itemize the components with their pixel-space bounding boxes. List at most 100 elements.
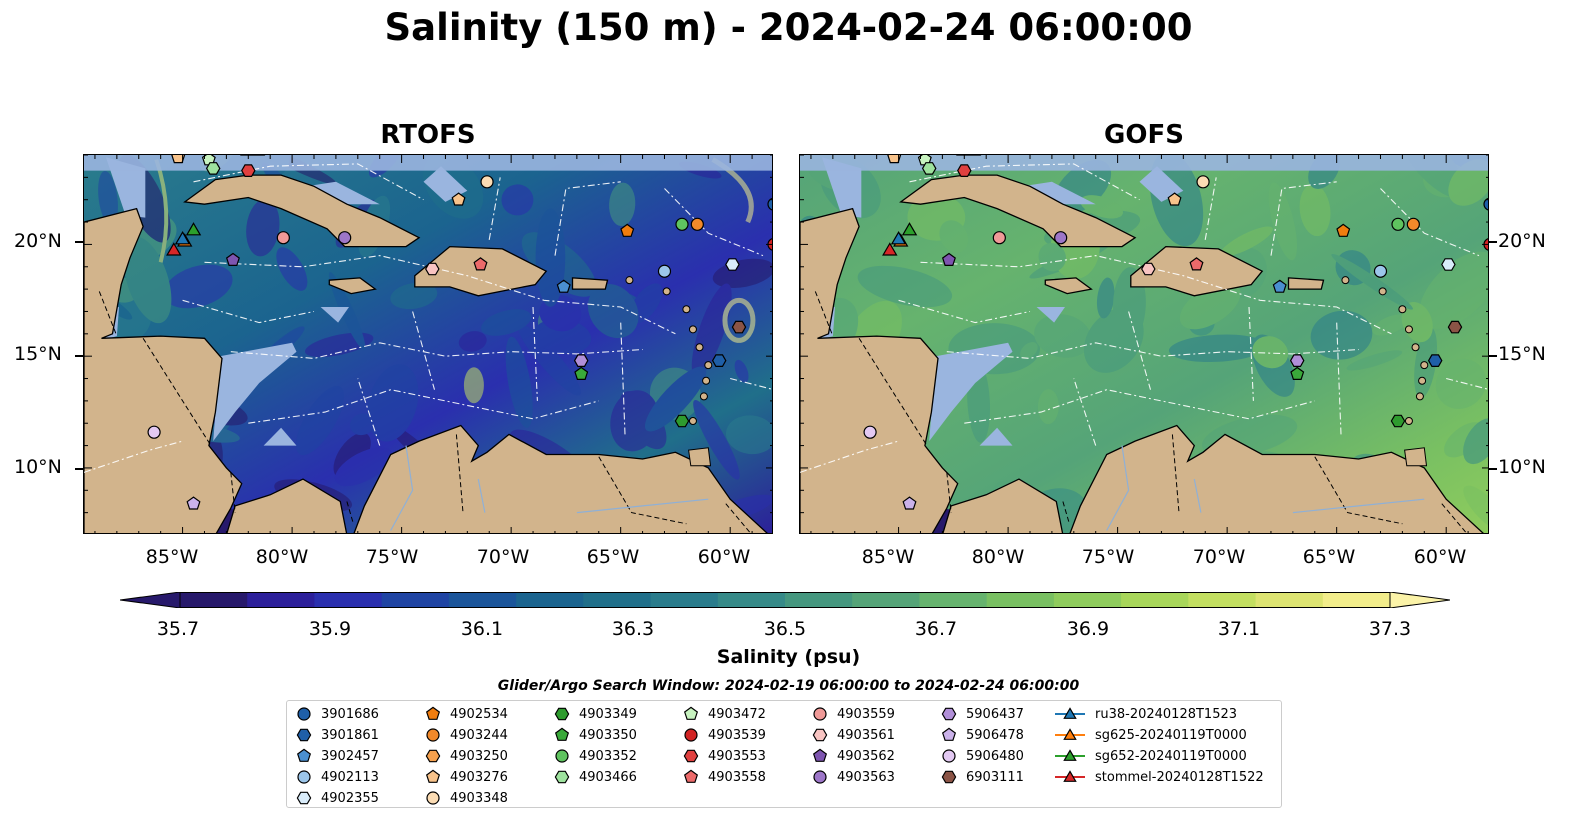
legend-marker[interactable]: [1063, 728, 1077, 740]
legend-item: 5906480: [940, 746, 1024, 766]
glider-stommel-20240128T1522[interactable]: [166, 242, 182, 256]
float-4903563[interactable]: [338, 231, 352, 245]
float-4903244[interactable]: [1406, 217, 1420, 231]
glider-sg652-20240119T0000[interactable]: [185, 222, 202, 236]
float-4903244[interactable]: [690, 217, 704, 231]
lat-tick: [1489, 241, 1497, 243]
legend-marker[interactable]: [297, 707, 311, 721]
legend-marker[interactable]: [426, 728, 440, 742]
float-4903349[interactable]: [674, 414, 690, 428]
float-5906480[interactable]: [863, 425, 877, 439]
float-4903349[interactable]: [1390, 414, 1406, 428]
float-4903562[interactable]: [225, 252, 240, 267]
legend-marker[interactable]: [683, 706, 699, 720]
float-4903561[interactable]: [425, 262, 440, 276]
gofs-map[interactable]: [799, 154, 1489, 534]
float-4903558[interactable]: [1189, 257, 1204, 271]
float-4903561[interactable]: [1141, 262, 1156, 276]
legend-marker-icon: [554, 770, 570, 784]
legend-marker[interactable]: [426, 791, 440, 805]
float-5906478[interactable]: [902, 496, 917, 510]
float-4902534[interactable]: [1336, 223, 1351, 237]
legend-marker-icon: [425, 706, 441, 720]
legend-marker[interactable]: [555, 749, 569, 763]
legend-marker[interactable]: [941, 727, 957, 741]
legend-marker[interactable]: [812, 728, 828, 742]
legend-marker[interactable]: [941, 707, 957, 721]
legend-marker[interactable]: [683, 769, 699, 783]
legend-marker[interactable]: [941, 770, 957, 784]
float-4902355[interactable]: [725, 258, 740, 271]
argo-float-markers: [147, 155, 773, 510]
float-4903466[interactable]: [921, 162, 937, 175]
float-5906437[interactable]: [573, 354, 589, 367]
legend-marker[interactable]: [425, 749, 441, 763]
glider-ru38-20240128T1523[interactable]: [890, 230, 907, 245]
float-4903352[interactable]: [1391, 217, 1405, 231]
float-3901686[interactable]: [1483, 197, 1489, 211]
float-4903348[interactable]: [1196, 175, 1210, 189]
float-4902113[interactable]: [1373, 264, 1388, 278]
float-4903553[interactable]: [957, 164, 972, 177]
float-4903276[interactable]: [171, 155, 186, 164]
float-6903111[interactable]: [731, 320, 747, 334]
float-4903348[interactable]: [480, 175, 494, 189]
legend-marker[interactable]: [1063, 749, 1077, 761]
float-4903350[interactable]: [1290, 366, 1305, 380]
legend-marker[interactable]: [942, 749, 956, 763]
legend-marker[interactable]: [554, 707, 570, 721]
legend-label: 3902457: [321, 748, 379, 764]
float-4903558[interactable]: [473, 257, 488, 271]
float-5906437[interactable]: [1289, 354, 1305, 367]
legend-marker[interactable]: [683, 749, 699, 763]
float-4903276[interactable]: [887, 155, 902, 164]
float-4903276[interactable]: [451, 192, 466, 206]
legend-marker[interactable]: [1063, 770, 1077, 782]
legend-marker[interactable]: [813, 707, 827, 721]
legend-marker[interactable]: [297, 770, 311, 784]
float-4903350[interactable]: [574, 366, 589, 380]
glider-sg652-20240119T0000[interactable]: [901, 222, 918, 236]
float-4902355[interactable]: [1441, 258, 1456, 271]
float-4903563[interactable]: [1054, 231, 1068, 245]
float-4903553[interactable]: [241, 164, 256, 177]
float-4903466[interactable]: [205, 162, 221, 175]
float-3901861[interactable]: [711, 354, 727, 367]
float-4902534[interactable]: [620, 223, 635, 237]
glider-ru38-20240128T1523[interactable]: [174, 230, 191, 245]
legend-item: 3902457: [295, 746, 379, 766]
float-3902457[interactable]: [556, 279, 571, 293]
legend-item: 4902355: [295, 788, 379, 808]
float-5906480[interactable]: [147, 425, 161, 439]
legend-marker[interactable]: [296, 728, 312, 742]
legend-marker[interactable]: [296, 791, 312, 805]
legend-marker[interactable]: [554, 727, 570, 741]
float-4903559[interactable]: [992, 231, 1006, 245]
float-4903559[interactable]: [276, 231, 290, 245]
colorbar-segment: [314, 592, 383, 608]
legend-item: 4902113: [295, 767, 379, 787]
legend-marker[interactable]: [554, 770, 570, 784]
float-6903111[interactable]: [1447, 320, 1463, 334]
float-4903276[interactable]: [1167, 192, 1182, 206]
legend-marker[interactable]: [425, 706, 441, 720]
float-5906478[interactable]: [186, 496, 201, 510]
float-3901686[interactable]: [767, 197, 773, 211]
float-4902113[interactable]: [657, 264, 672, 278]
legend-marker[interactable]: [812, 748, 828, 762]
legend-marker[interactable]: [684, 728, 698, 742]
float-4903352[interactable]: [675, 217, 689, 231]
rtofs-map[interactable]: [83, 154, 773, 534]
legend-marker[interactable]: [1063, 707, 1077, 719]
legend-marker[interactable]: [296, 748, 312, 762]
legend-item: 4903562: [811, 746, 895, 766]
lat-tick: [75, 468, 83, 470]
float-3901861[interactable]: [1427, 354, 1443, 367]
float-3902457[interactable]: [1272, 279, 1287, 293]
float-4903562[interactable]: [941, 252, 956, 267]
glider-stommel-20240128T1522[interactable]: [882, 242, 898, 256]
legend-marker[interactable]: [425, 769, 441, 783]
legend-label: 4903276: [450, 769, 508, 785]
lon-label-85w-rtofs: 85°W: [145, 546, 199, 568]
legend-marker[interactable]: [813, 770, 827, 784]
